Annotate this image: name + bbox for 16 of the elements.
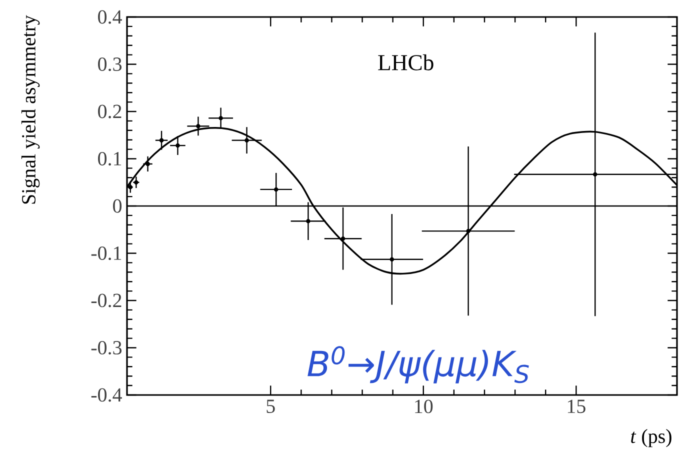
x-tick-label: 10 [415,400,433,414]
x-tick-label: 15 [568,400,586,414]
y-tick-label: 0.4 [98,10,122,24]
y-tick-label: -0.1 [91,246,122,260]
x-tick-label: 5 [266,400,275,413]
annotation: LHCb [378,54,434,70]
y-tick-label: 0 [113,199,122,213]
y-axis-title: Signal yield asymmetry [21,15,40,204]
text: B$^{0}$→J/ψ(μμ)K$_{S}$ [308,346,529,384]
y-tick-label: -0.2 [91,294,122,308]
y-tick-label: 0.1 [98,152,122,166]
y-tick-label: 0.2 [98,104,122,118]
x-axis-title: t (ps) [631,429,672,448]
y-tick-label: 0.3 [98,57,122,72]
y-tick-label: -0.3 [91,340,122,355]
y-tick-label: -0.4 [91,388,122,402]
